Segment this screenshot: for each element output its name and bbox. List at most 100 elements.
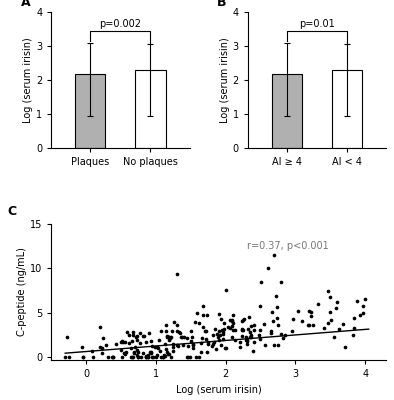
Point	[340, 320, 346, 327]
Point	[109, 354, 115, 360]
Point	[100, 335, 106, 342]
Point	[145, 354, 151, 360]
Point	[362, 296, 368, 303]
Point	[204, 349, 210, 355]
Point	[176, 328, 182, 335]
Point	[250, 348, 256, 354]
Point	[149, 343, 155, 349]
Point	[327, 294, 334, 300]
Point	[227, 325, 233, 331]
Point	[221, 320, 227, 327]
Point	[171, 318, 177, 325]
Point	[150, 354, 156, 360]
Point	[273, 293, 279, 299]
Point	[184, 354, 190, 360]
Point	[271, 252, 278, 258]
Point	[169, 328, 175, 334]
Point	[105, 354, 111, 360]
Y-axis label: Log (serum irisin): Log (serum irisin)	[220, 37, 230, 123]
Point	[97, 324, 104, 330]
Point	[290, 316, 296, 322]
Point	[113, 340, 119, 347]
Point	[210, 339, 217, 346]
Point	[273, 304, 280, 311]
Point	[143, 352, 149, 359]
Text: p=0.01: p=0.01	[299, 19, 335, 29]
Text: B: B	[217, 0, 227, 9]
Point	[205, 341, 211, 347]
Point	[248, 334, 254, 340]
Point	[90, 354, 97, 360]
Point	[163, 345, 169, 352]
Point	[102, 342, 109, 348]
Point	[351, 315, 357, 321]
Point	[126, 332, 132, 339]
Point	[175, 342, 181, 349]
Point	[244, 337, 250, 344]
Point	[165, 351, 171, 357]
Point	[271, 342, 277, 348]
Point	[351, 325, 357, 332]
Point	[169, 348, 176, 354]
Point	[195, 320, 202, 327]
Point	[156, 348, 163, 354]
Point	[188, 338, 194, 344]
Point	[243, 337, 249, 344]
Point	[123, 349, 129, 355]
Point	[163, 322, 169, 328]
Point	[274, 314, 281, 321]
Point	[163, 328, 169, 334]
Point	[198, 340, 204, 346]
Point	[190, 344, 196, 351]
Point	[196, 354, 203, 360]
Point	[110, 354, 117, 360]
Point	[124, 329, 130, 336]
Point	[189, 334, 195, 340]
Point	[244, 341, 250, 347]
Point	[230, 311, 236, 318]
Point	[241, 316, 247, 322]
Point	[170, 340, 176, 347]
Point	[212, 346, 219, 352]
Point	[257, 327, 264, 334]
Point	[202, 328, 208, 335]
Point	[190, 342, 196, 349]
Point	[308, 313, 314, 319]
Point	[181, 334, 187, 340]
Point	[129, 354, 135, 360]
Point	[306, 308, 312, 314]
Point	[210, 332, 216, 338]
Point	[185, 354, 191, 360]
Point	[135, 349, 141, 355]
Point	[80, 354, 86, 360]
Point	[139, 332, 146, 339]
Point	[205, 339, 211, 345]
Point	[269, 309, 275, 316]
Point	[218, 342, 225, 348]
Point	[166, 333, 172, 340]
Point	[155, 345, 161, 351]
Bar	[332, 70, 362, 148]
Point	[342, 344, 348, 350]
Point	[130, 328, 137, 335]
Text: A: A	[21, 0, 30, 9]
Point	[131, 349, 138, 355]
Point	[162, 352, 168, 359]
Point	[218, 316, 225, 322]
Point	[110, 354, 117, 360]
Point	[328, 317, 335, 324]
Point	[350, 331, 356, 338]
Point	[174, 328, 180, 334]
Point	[335, 326, 342, 332]
Point	[315, 301, 322, 307]
Point	[131, 350, 138, 356]
Point	[129, 338, 135, 344]
Text: p=0.002: p=0.002	[99, 19, 141, 29]
Point	[135, 354, 141, 360]
Point	[164, 334, 171, 340]
Point	[325, 288, 331, 295]
Point	[246, 329, 253, 335]
Point	[236, 344, 243, 350]
Point	[178, 334, 184, 340]
Point	[306, 322, 312, 328]
